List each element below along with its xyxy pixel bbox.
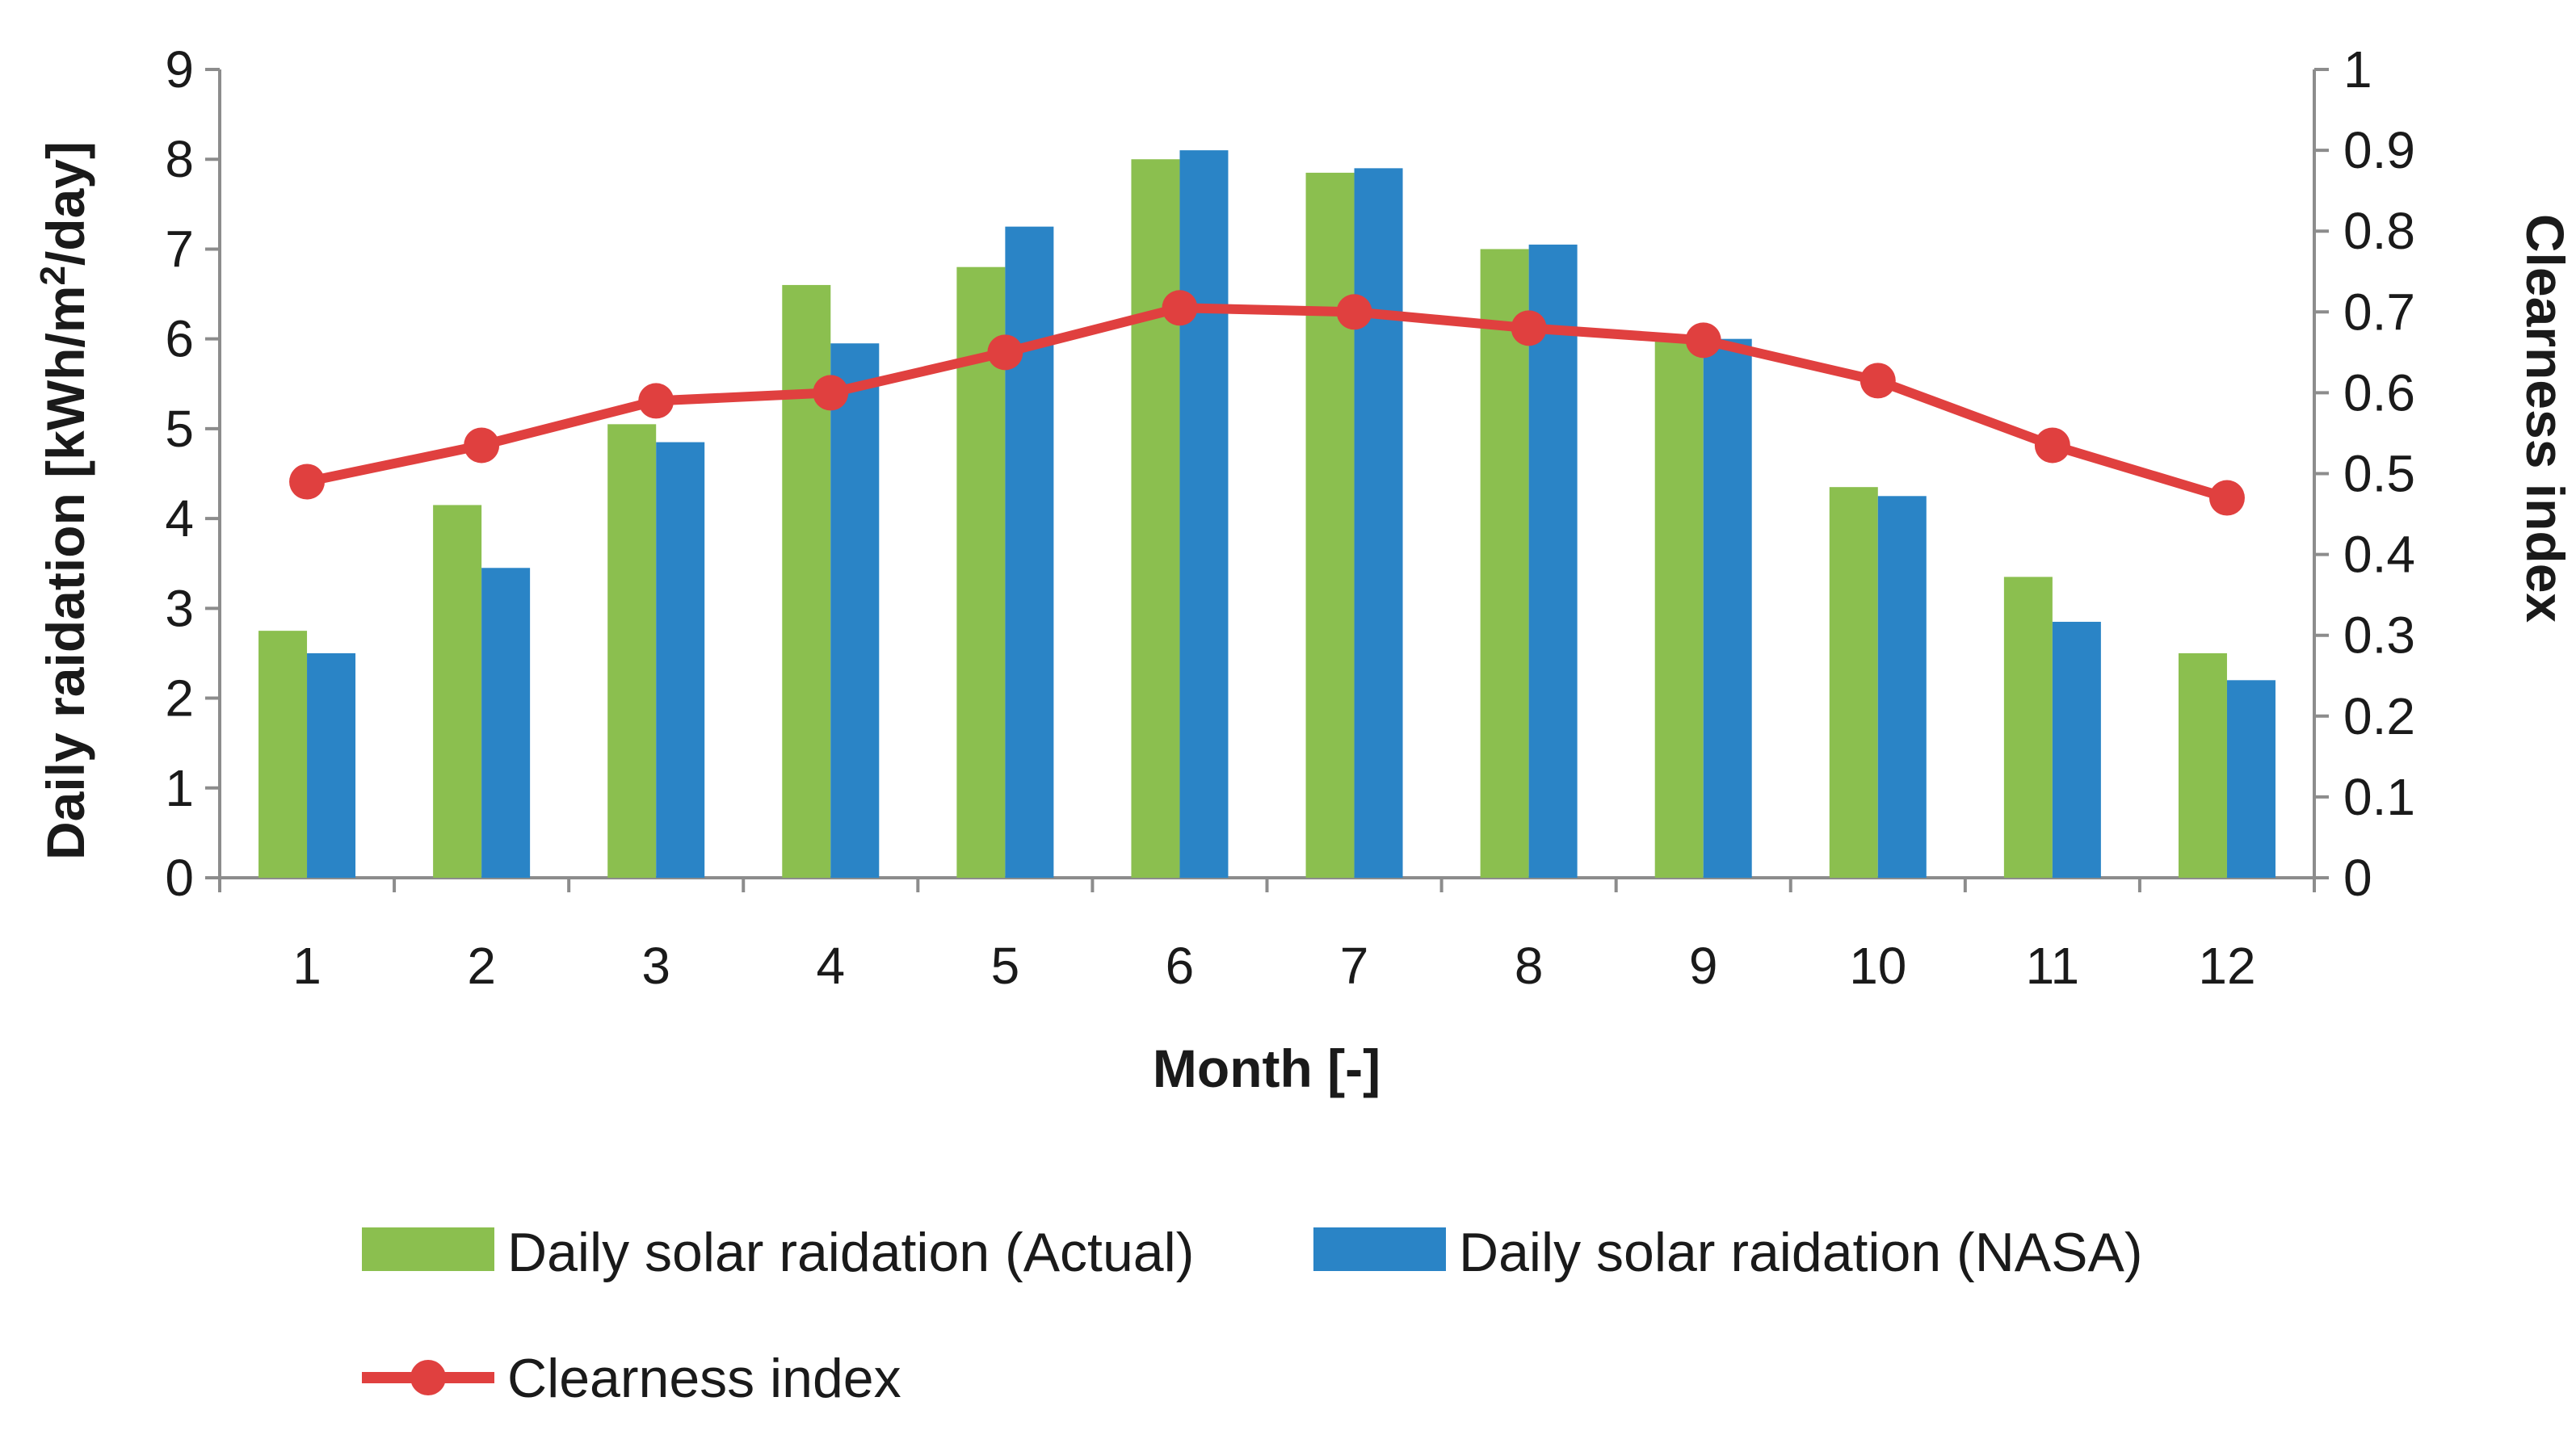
bar-nasa xyxy=(307,652,356,878)
bar-nasa xyxy=(1528,244,1578,879)
bar-nasa xyxy=(1877,496,1927,878)
right-tick-label: 0.6 xyxy=(2343,363,2415,422)
legend-marker-clearness xyxy=(410,1360,446,1395)
legend-label-actual: Daily solar raidation (Actual) xyxy=(507,1222,1194,1283)
bar-nasa xyxy=(830,343,880,878)
bar-actual xyxy=(956,266,1006,878)
legend: Daily solar raidation (Actual) Daily sol… xyxy=(362,1222,2143,1409)
left-tick-label: 3 xyxy=(165,579,194,637)
right-tick-label: 0.8 xyxy=(2343,202,2415,260)
clearness-point xyxy=(1860,363,1896,399)
x-tick-label: 12 xyxy=(2198,937,2255,995)
line-series xyxy=(289,290,2245,516)
clearness-point xyxy=(2208,480,2245,516)
bar-actual xyxy=(1654,338,1704,879)
x-tick-label: 10 xyxy=(1849,937,1906,995)
bar-nasa xyxy=(481,568,531,878)
clearness-point xyxy=(813,375,849,411)
bar-actual xyxy=(2003,577,2053,878)
bar-actual xyxy=(607,424,657,878)
y-axis-title-superscript: 2 xyxy=(33,266,73,285)
bar-nasa xyxy=(2226,680,2276,878)
legend-label-clearness: Clearness index xyxy=(507,1348,901,1409)
right-tick-label: 0.5 xyxy=(2343,445,2415,503)
bar-actual xyxy=(258,631,308,878)
x-tick-label: 3 xyxy=(641,937,670,995)
legend-label-nasa: Daily solar raidation (NASA) xyxy=(1459,1222,2143,1283)
clearness-point xyxy=(987,334,1023,371)
y-axis-title-main: Daily raidation [kWh/m xyxy=(36,286,95,860)
bar-nasa xyxy=(1703,338,1752,879)
x-axis-ticks: 1 2 3 4 5 6 7 8 9 10 11 12 xyxy=(218,878,2316,995)
y2-axis-title: Clearness index xyxy=(2515,214,2575,623)
bar-actual xyxy=(1480,249,1529,878)
left-tick-label: 7 xyxy=(165,220,194,278)
bar-actual xyxy=(433,505,482,878)
right-tick-label: 0.3 xyxy=(2343,606,2415,665)
clearness-point xyxy=(1336,294,1372,330)
bar-nasa xyxy=(1179,150,1229,879)
right-tick-label: 0.7 xyxy=(2343,283,2415,341)
x-tick-label: 4 xyxy=(816,937,845,995)
right-tick-label: 0.4 xyxy=(2343,526,2415,584)
clearness-point xyxy=(1685,322,1721,359)
left-tick-label: 9 xyxy=(165,40,194,99)
bar-nasa xyxy=(656,442,705,878)
left-tick-label: 0 xyxy=(165,849,194,907)
clearness-line xyxy=(302,303,2232,503)
clearness-point xyxy=(1511,310,1547,346)
clearness-point xyxy=(2034,427,2070,464)
x-tick-label: 1 xyxy=(292,937,321,995)
left-tick-label: 8 xyxy=(165,130,194,188)
right-tick-label: 0.9 xyxy=(2343,121,2415,179)
bar-nasa xyxy=(1354,168,1403,878)
left-tick-label: 1 xyxy=(165,759,194,817)
x-axis-title: Month [-] xyxy=(1153,1038,1380,1098)
x-tick-label: 6 xyxy=(1166,937,1195,995)
clearness-point xyxy=(1162,290,1198,326)
bar-nasa xyxy=(1005,226,1054,878)
bar-actual xyxy=(1305,172,1355,879)
x-tick-label: 7 xyxy=(1340,937,1369,995)
x-tick-label: 2 xyxy=(467,937,496,995)
bar-actual xyxy=(2178,652,2227,878)
y-axis-title-end: /day] xyxy=(36,141,95,266)
clearness-point xyxy=(638,383,674,419)
clearness-point xyxy=(464,427,500,464)
x-tick-label: 8 xyxy=(1515,937,1544,995)
bar-actual xyxy=(1131,159,1180,878)
clearness-point xyxy=(289,464,326,500)
left-tick-label: 4 xyxy=(165,489,194,547)
right-tick-label: 0.2 xyxy=(2343,687,2415,745)
left-tick-label: 2 xyxy=(165,669,194,728)
legend-swatch-nasa xyxy=(1313,1227,1446,1271)
left-tick-label: 5 xyxy=(165,400,194,458)
right-tick-label: 1 xyxy=(2343,40,2372,99)
left-tick-label: 6 xyxy=(165,310,194,368)
right-tick-label: 0.1 xyxy=(2343,768,2415,826)
bar-actual xyxy=(782,284,831,878)
right-tick-label: 0 xyxy=(2343,849,2372,907)
y-axis-title: Daily raidation [kWh/m2/day] xyxy=(33,141,96,860)
bar-actual xyxy=(1829,487,1878,878)
x-tick-label: 11 xyxy=(2026,937,2079,995)
bar-series xyxy=(258,150,2276,879)
legend-swatch-actual xyxy=(362,1227,494,1271)
left-axis-ticks: 0 1 2 3 4 5 6 7 8 9 xyxy=(165,40,220,907)
x-tick-label: 5 xyxy=(991,937,1020,995)
bar-nasa xyxy=(2052,622,2101,878)
right-axis-ticks: 0 0.1 0.2 0.3 0.4 0.5 0.6 0.7 0.8 0.9 1 xyxy=(2314,40,2415,907)
x-tick-label: 9 xyxy=(1689,937,1718,995)
